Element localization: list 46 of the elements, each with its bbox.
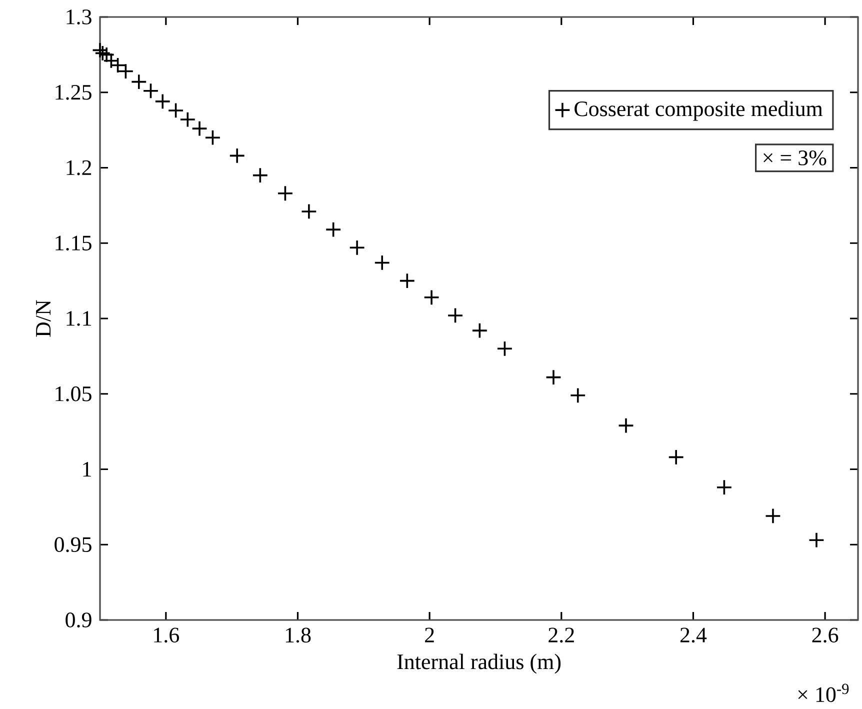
y-tick-label: 1.25 xyxy=(56,84,92,100)
point xyxy=(716,479,732,496)
point xyxy=(229,147,246,164)
point xyxy=(252,166,268,184)
point xyxy=(142,82,159,99)
x-tick-label: 2.2 xyxy=(548,628,574,642)
point xyxy=(570,387,586,404)
point xyxy=(191,120,208,136)
x-tick-label: 1.6 xyxy=(154,628,180,642)
y-tick-label: 0.9 xyxy=(66,612,92,628)
y-tick-label: 0.95 xyxy=(54,536,92,552)
point xyxy=(764,508,782,524)
point xyxy=(423,289,440,306)
point xyxy=(277,185,294,202)
point xyxy=(325,221,342,238)
legend-label: Cosserat composite medium xyxy=(574,100,823,121)
point xyxy=(154,93,171,110)
point xyxy=(618,417,634,434)
y-tick-label: 1.15 xyxy=(56,236,92,250)
point xyxy=(399,272,416,289)
y-tick-label: 1.3 xyxy=(66,9,92,24)
point xyxy=(168,102,184,118)
x-axis-title: Internal radius (m) xyxy=(397,654,561,674)
point xyxy=(472,322,488,338)
annotation: × = 3% xyxy=(764,150,826,166)
text: × 10$^{-9}$ xyxy=(798,684,849,702)
x-tick-label: 2 xyxy=(425,628,434,642)
y-axis-title: D/N xyxy=(36,300,51,337)
point xyxy=(180,111,196,128)
y-tick-label: 1.2 xyxy=(66,160,92,175)
x-tick-label: 2.4 xyxy=(680,628,707,642)
x-tick-label: 2.6 xyxy=(812,628,838,642)
point xyxy=(374,254,390,271)
point xyxy=(545,368,562,386)
x-tick-label: 1.8 xyxy=(286,628,311,642)
y-tick-label: 1.1 xyxy=(66,310,91,326)
point xyxy=(348,239,366,256)
y-tick-label: 1 xyxy=(83,462,91,476)
y-tick-label: 1.05 xyxy=(56,386,92,402)
point xyxy=(204,129,221,146)
point xyxy=(808,532,825,548)
point xyxy=(447,307,464,324)
point xyxy=(300,203,318,220)
point xyxy=(496,340,513,357)
point xyxy=(130,74,147,90)
point xyxy=(668,448,684,466)
